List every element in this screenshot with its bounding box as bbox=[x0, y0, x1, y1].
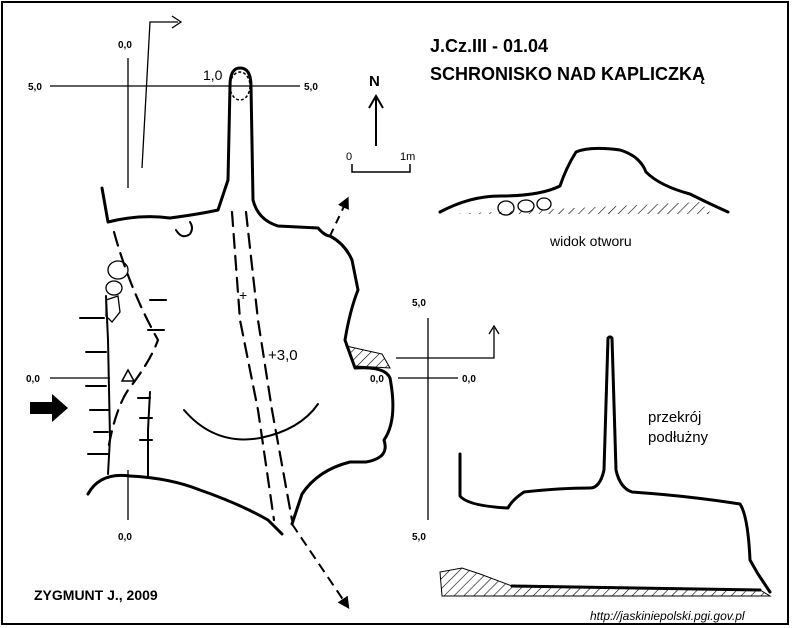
cave-plan-outline bbox=[79, 66, 395, 609]
depth-1-0-label: 1,0 bbox=[203, 67, 223, 83]
source-url[interactable]: http://jaskiniepolski.pgi.gov.pl bbox=[590, 609, 745, 623]
survey-point-icon bbox=[120, 368, 136, 382]
coord-top-label: 0,0 bbox=[118, 40, 132, 51]
height-mark-label: +3,0 bbox=[268, 347, 298, 364]
author-credit: ZYGMUNT J., 2009 bbox=[34, 587, 158, 603]
coordinate-cross-left bbox=[50, 377, 129, 520]
longitudinal-section bbox=[398, 318, 772, 597]
coordinate-cross-top bbox=[50, 15, 300, 188]
section-coord-right-label: 0,0 bbox=[462, 374, 476, 385]
entrance-arrow-icon bbox=[30, 394, 68, 422]
cave-id-code: J.Cz.III - 01.04 bbox=[430, 36, 548, 56]
north-arrow-icon bbox=[368, 94, 384, 146]
section-label-line2: podłużny bbox=[648, 429, 709, 446]
coord-left-mid-label: 0,0 bbox=[26, 374, 40, 385]
coord-top-5-right-label: 5,0 bbox=[304, 82, 318, 93]
north-label: N bbox=[369, 73, 380, 90]
scale-end-label: 1m bbox=[400, 151, 415, 163]
cave-name-title: SCHRONISKO NAD KAPLICZKĄ bbox=[430, 64, 705, 84]
section-coord-left-label: 0,0 bbox=[370, 374, 384, 385]
section-coord-top-label: 5,0 bbox=[412, 298, 426, 309]
scale-bar bbox=[351, 164, 411, 173]
section-line-marker bbox=[396, 324, 500, 359]
coord-bottom-label: 0,0 bbox=[118, 532, 132, 543]
section-label-line1: przekrój bbox=[648, 409, 701, 426]
coord-top-5-left-label: 5,0 bbox=[28, 82, 42, 93]
section-coord-bottom-label: 5,0 bbox=[412, 532, 426, 543]
entrance-view-profile bbox=[438, 146, 730, 216]
entrance-view-label: widok otworu bbox=[549, 233, 632, 249]
scale-start-label: 0 bbox=[346, 151, 352, 163]
plus-mark: + bbox=[239, 287, 247, 303]
